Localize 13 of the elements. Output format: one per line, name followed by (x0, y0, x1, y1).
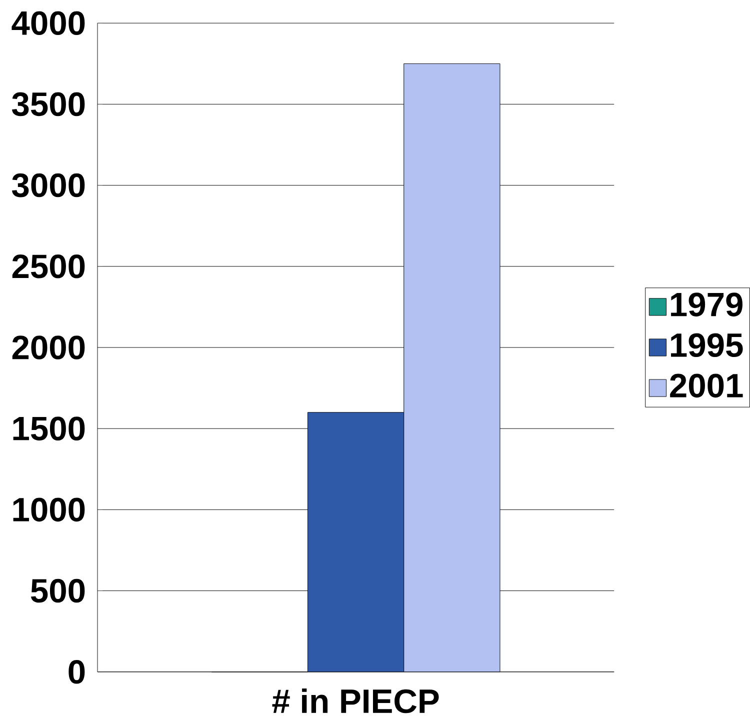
legend-label: 1979 (671, 292, 742, 316)
y-tick-label: 1000 (13, 498, 85, 522)
y-tick-label: 2000 (12, 335, 85, 360)
legend-label: 2001 (670, 374, 743, 398)
x-tick-label: # in PIECP (272, 688, 439, 713)
y-tick-label: 3500 (12, 92, 85, 116)
legend-label: 1995 (671, 333, 743, 357)
y-tick-label: 1500 (13, 416, 85, 440)
y-tick-label: 4000 (12, 11, 85, 35)
y-tick-label: 500 (30, 578, 85, 602)
y-tick-label: 2500 (12, 254, 85, 278)
y-tick-label: 0 (68, 660, 85, 684)
y-tick-label: 3000 (12, 173, 85, 198)
